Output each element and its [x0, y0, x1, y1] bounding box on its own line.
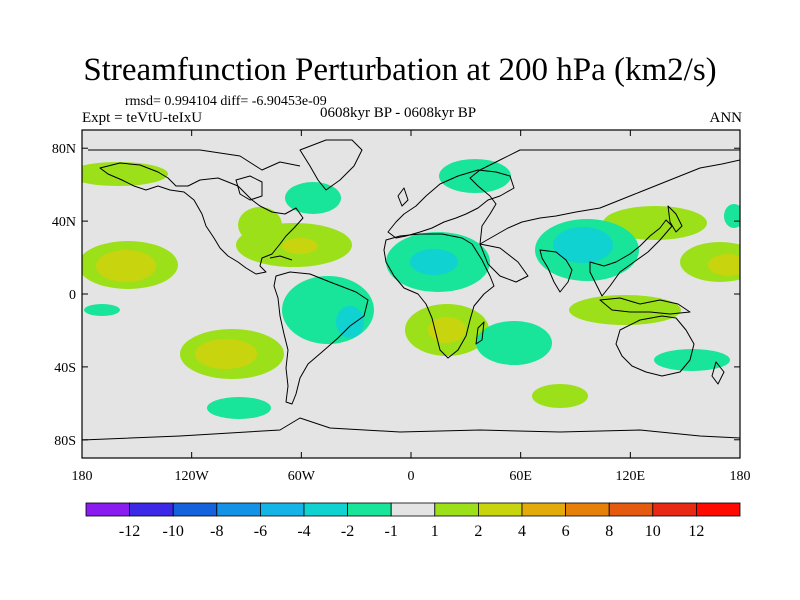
coastline-north-america — [99, 162, 304, 275]
anomaly-positive — [195, 339, 257, 369]
colorbar-swatch — [172, 502, 218, 517]
coastline-indonesia — [599, 297, 691, 315]
colorbar-swatch — [85, 502, 130, 517]
latitude-axis: 80N 40N 0 40S 80S — [52, 142, 740, 449]
coastline-antarctica — [82, 417, 740, 441]
anomaly-positive — [238, 207, 282, 243]
lon-tick-label: 120E — [616, 469, 646, 484]
anomaly-negative — [207, 397, 271, 419]
lon-tick-label: 60E — [509, 469, 532, 484]
colorbar-label: 10 — [645, 523, 661, 540]
anomaly-positive — [82, 162, 168, 186]
coastline-africa — [383, 233, 495, 359]
map-area — [82, 130, 740, 458]
colorbar-swatch — [259, 502, 305, 517]
colorbar-swatch — [477, 502, 523, 517]
colorbar-swatch — [129, 502, 174, 517]
coastline-caribbean — [269, 255, 293, 261]
stats-label: rmsd= 0.994104 diff= -6.90453e-09 — [125, 94, 327, 109]
lon-tick-label: 180 — [730, 469, 751, 484]
anomaly-positive — [708, 254, 740, 276]
lat-tick-label: 40N — [52, 215, 76, 230]
colorbar-swatch — [608, 502, 654, 517]
lon-tick-label: 120W — [175, 469, 210, 484]
coastline-australia — [615, 315, 695, 377]
colorbar-label: -6 — [254, 523, 267, 540]
colorbar-swatch — [565, 502, 610, 517]
colorbar-swatch — [434, 502, 479, 517]
lat-tick-label: 80S — [54, 434, 76, 449]
anomaly-positive — [532, 384, 588, 408]
coastline-madagascar — [475, 321, 485, 345]
colorbar-swatch — [347, 502, 392, 517]
colorbar-label: -1 — [385, 523, 398, 540]
coastlines — [82, 139, 740, 441]
colorbar-label: -10 — [163, 523, 184, 540]
colorbar-swatch — [696, 502, 741, 517]
coastline-india — [539, 249, 573, 293]
coastline-europe — [387, 169, 515, 239]
anomaly-negative — [553, 227, 613, 263]
colorbar: -12 -10 -8 -6 -4 -2 -1 1 2 4 6 8 10 12 — [85, 502, 741, 540]
coastline-arctic — [88, 149, 301, 171]
coastline-greenland — [299, 139, 363, 191]
colorbar-swatch — [390, 502, 436, 517]
period-label: 0608kyr BP - 0608kyr BP — [320, 105, 477, 121]
anomaly-negative — [439, 159, 511, 193]
coastline-arabia — [479, 243, 529, 283]
colorbar-label: 6 — [562, 523, 570, 540]
colorbar-swatch — [303, 502, 348, 517]
colorbar-label: 1 — [431, 523, 439, 540]
longitude-axis: 180 120W 60W 0 60E 120E 180 — [72, 130, 751, 484]
experiment-label: Expt = teVtU-teIxU — [82, 110, 203, 126]
lat-tick-label: 80N — [52, 142, 76, 157]
anomaly-negative — [285, 182, 341, 214]
coastline-asia — [469, 149, 740, 245]
map-background — [82, 130, 740, 458]
coastline-japan — [667, 205, 683, 233]
colorbar-label: -2 — [341, 523, 354, 540]
colorbar-label: 4 — [518, 523, 526, 540]
anomaly-negative — [84, 304, 120, 316]
anomaly-negative — [410, 249, 458, 275]
colorbar-label: 2 — [474, 523, 482, 540]
coastline-hudson-bay — [235, 175, 263, 201]
colorbar-label: 12 — [688, 523, 704, 540]
colorbar-label: -8 — [210, 523, 223, 540]
lon-tick-label: 60W — [288, 469, 316, 484]
anomaly-negative — [654, 349, 730, 371]
lat-tick-label: 40S — [54, 361, 76, 376]
colorbar-label: -4 — [297, 523, 310, 540]
coastline-new-zealand — [711, 361, 725, 385]
colorbar-label: -12 — [119, 523, 140, 540]
anomaly-negative — [336, 306, 364, 338]
season-label: ANN — [709, 110, 743, 126]
lat-tick-label: 0 — [69, 288, 76, 303]
anomaly-positive — [603, 206, 707, 240]
anomaly-positive — [96, 250, 156, 282]
coastline-south-america — [273, 271, 369, 405]
colorbar-swatch — [216, 502, 261, 517]
anomaly-positive — [282, 238, 318, 254]
coastline-se-asia — [589, 219, 673, 297]
colorbar-label: 8 — [605, 523, 613, 540]
anomaly-contours — [82, 159, 740, 419]
lon-tick-label: 0 — [408, 469, 415, 484]
anomaly-negative — [282, 276, 374, 344]
coastline-britain — [397, 187, 409, 207]
lon-tick-label: 180 — [72, 469, 93, 484]
colorbar-swatch — [652, 502, 697, 517]
plot-title: Streamfunction Perturbation at 200 hPa (… — [83, 52, 717, 88]
anomaly-negative — [476, 321, 552, 365]
colorbar-swatch — [521, 502, 566, 517]
anomaly-positive — [428, 317, 466, 343]
anomaly-negative — [724, 204, 740, 228]
